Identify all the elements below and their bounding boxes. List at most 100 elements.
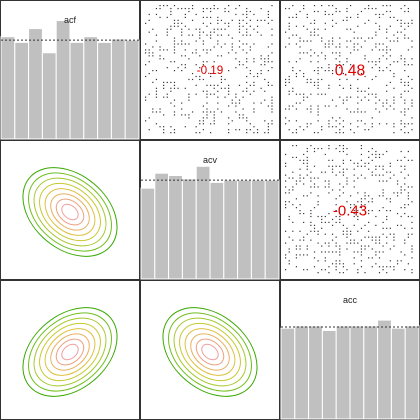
scatter-point	[382, 192, 384, 194]
scatter-point	[306, 168, 308, 170]
scatter-point	[213, 5, 215, 7]
scatter-point	[213, 120, 215, 122]
scatter-point	[271, 84, 273, 86]
scatter-point	[371, 236, 373, 238]
scatter-point	[400, 215, 402, 218]
scatter-point	[242, 90, 244, 92]
scatter-point	[210, 34, 212, 36]
scatter-point	[382, 55, 384, 57]
scatter-point	[353, 168, 355, 170]
scatter-point	[310, 34, 312, 36]
scatter-point	[235, 111, 237, 113]
scatter-point	[267, 81, 269, 84]
scatter-point	[393, 87, 395, 89]
scatter-point	[360, 266, 363, 268]
scatter-point	[404, 189, 406, 191]
contour-line	[201, 343, 219, 361]
scatter-point	[404, 165, 406, 167]
scatter-point	[306, 195, 308, 197]
scatter-point	[407, 204, 409, 206]
scatter-point	[328, 126, 330, 128]
scatter-point	[317, 108, 319, 110]
scatter-point	[217, 43, 219, 45]
scatter-point	[292, 5, 294, 7]
scatter-point	[371, 123, 373, 125]
scatter-point	[152, 108, 154, 110]
scatter-point	[217, 28, 219, 30]
scatter-point	[271, 61, 273, 63]
contour-acv-acf	[22, 167, 118, 257]
scatter-point	[242, 114, 244, 116]
scatter-point	[324, 171, 326, 173]
contour-line	[195, 338, 225, 366]
scatter-point	[357, 37, 359, 39]
scatter-point	[400, 19, 402, 21]
scatter-point	[321, 67, 323, 69]
scatter-point	[328, 70, 330, 72]
scatter-point	[220, 81, 223, 84]
scatter-point	[400, 150, 402, 153]
scatter-point	[328, 165, 330, 167]
contour-line	[179, 322, 241, 382]
scatter-point	[306, 13, 308, 16]
scatter-point	[152, 70, 154, 72]
histogram-bar-acc-7	[377, 319, 392, 420]
scatter-point	[357, 13, 359, 16]
scatter-point	[357, 111, 359, 113]
scatter-point	[346, 233, 348, 235]
scatter-point	[371, 248, 373, 250]
scatter-point	[396, 260, 399, 262]
scatter-point	[285, 230, 287, 232]
scatter-point	[407, 233, 409, 235]
scatter-point	[393, 266, 395, 268]
scatter-point	[357, 218, 359, 221]
scatter-point	[249, 93, 251, 95]
scatter-point	[342, 120, 344, 122]
scatter-point	[292, 189, 294, 191]
scatter-point	[328, 123, 330, 125]
scatter-point	[152, 81, 154, 84]
scatter-point	[353, 212, 355, 215]
scatter-point	[396, 180, 399, 182]
scatter-point	[295, 108, 298, 110]
scatter-point	[331, 43, 334, 45]
scatter-point	[353, 162, 355, 164]
scatter-point	[310, 123, 312, 125]
scatter-point	[404, 177, 406, 179]
scatter-point	[148, 31, 150, 33]
scatter-point	[271, 99, 273, 101]
scatter-point	[339, 260, 341, 262]
scatter-point	[152, 52, 154, 54]
scatter-point	[310, 40, 312, 42]
scatter-point	[335, 22, 337, 24]
scatter-point	[299, 245, 301, 247]
scatter-point	[177, 67, 179, 69]
scatter-point	[357, 120, 359, 122]
scatter-point	[191, 111, 194, 113]
scatter-point	[335, 7, 337, 10]
histogram-bar-acc-6	[363, 325, 379, 420]
scatter-point	[148, 117, 150, 119]
scatter-point	[306, 165, 308, 167]
scatter-point	[145, 52, 147, 54]
scatter-point	[292, 105, 294, 107]
scatter-point	[378, 58, 381, 60]
scatter-point	[246, 13, 248, 16]
scatter-point	[371, 147, 373, 150]
scatter-point	[163, 5, 165, 7]
scatter-point	[317, 230, 319, 232]
scatter-point	[357, 96, 359, 98]
scatter-point	[228, 129, 230, 131]
scatter-point	[195, 64, 197, 66]
scatter-point	[371, 171, 373, 173]
scatter-point	[375, 236, 377, 238]
scatter-point	[404, 207, 406, 209]
scatter-point	[393, 96, 395, 98]
scatter-point	[393, 269, 395, 271]
contour-line	[61, 343, 79, 361]
scatter-point	[331, 165, 334, 167]
scatter-point	[148, 129, 150, 131]
scatter-point	[371, 117, 373, 119]
scatter-point	[159, 126, 161, 128]
scatter-point	[371, 37, 373, 39]
